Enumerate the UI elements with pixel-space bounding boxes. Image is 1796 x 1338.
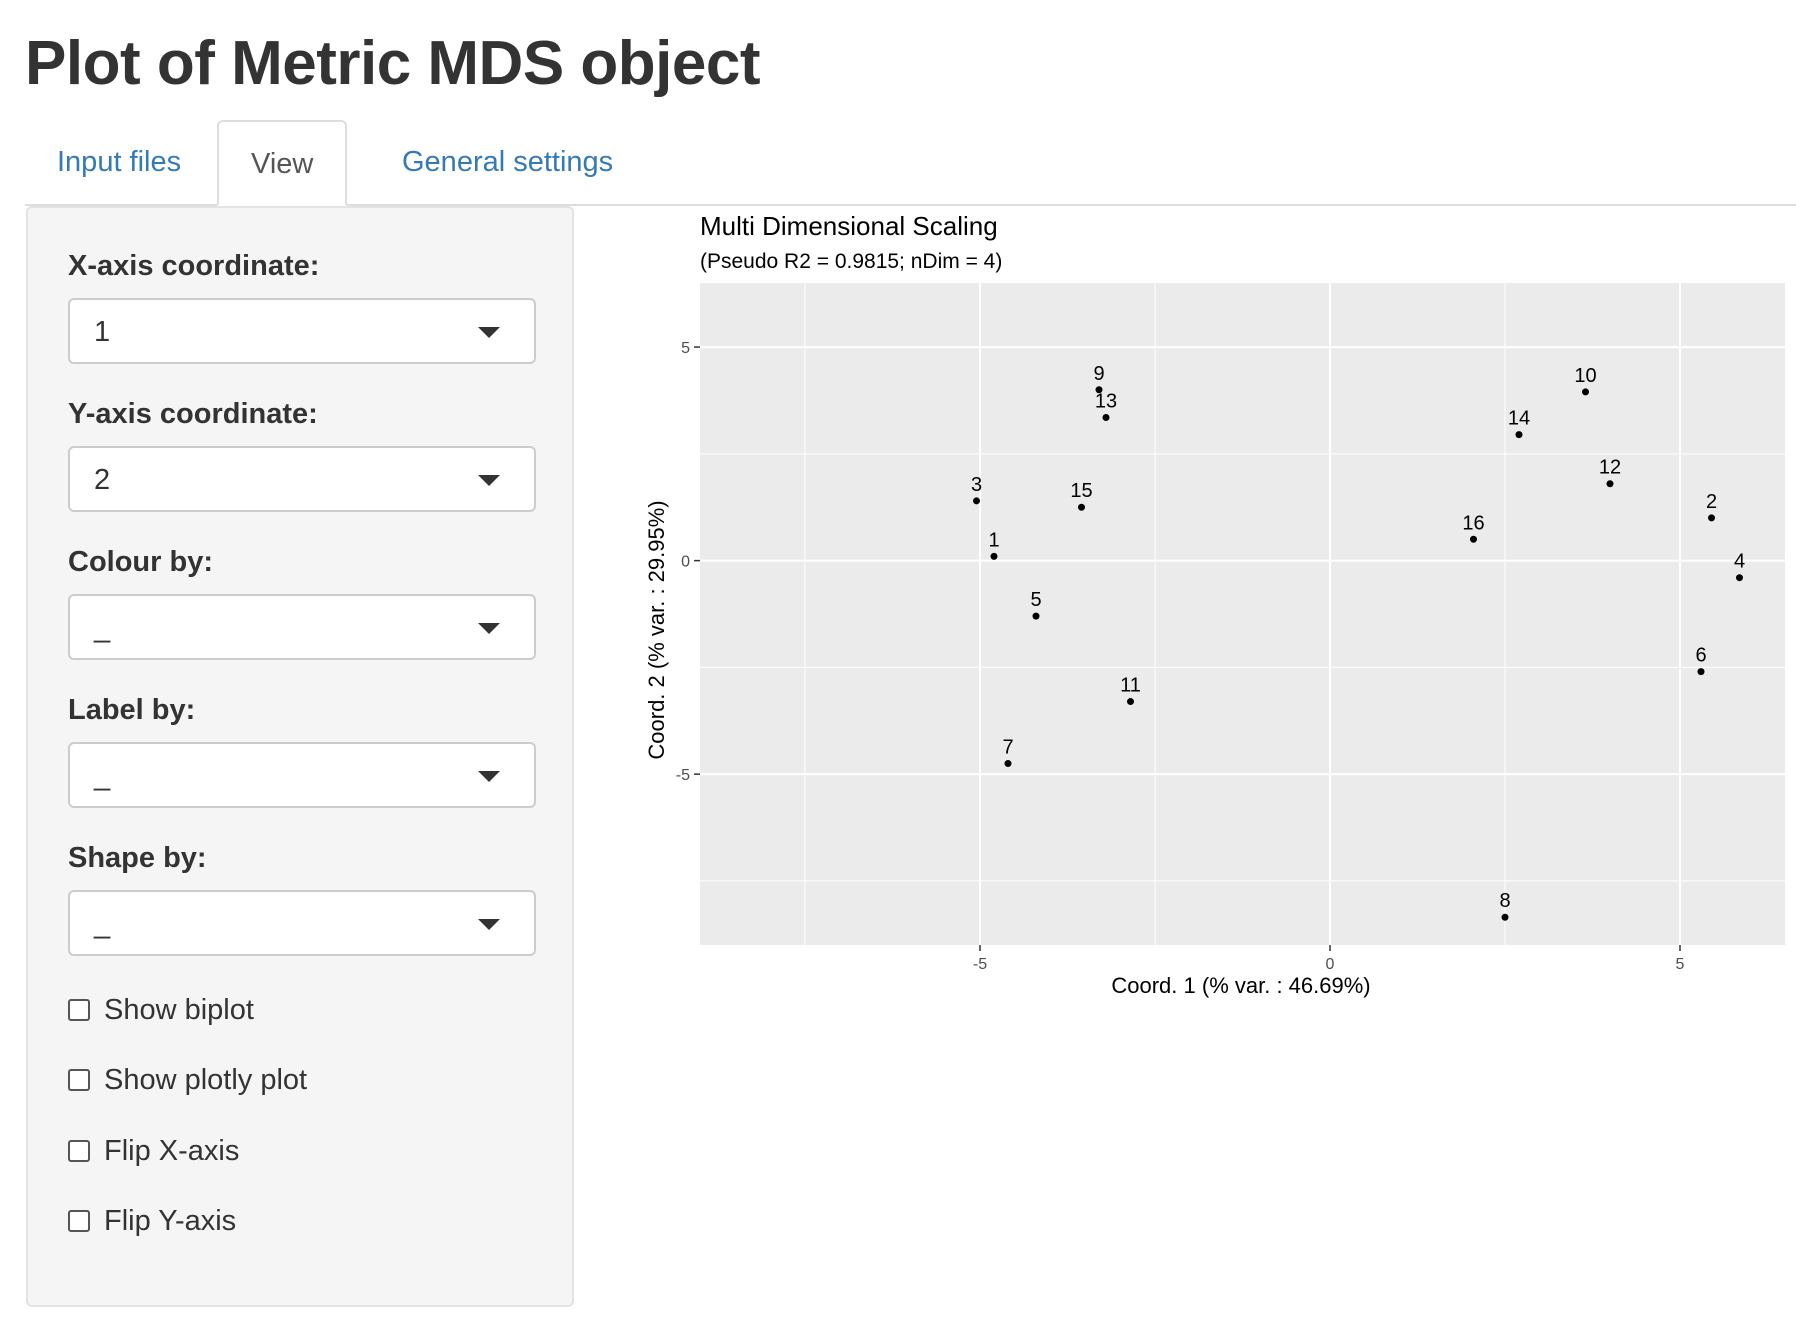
chevron-down-icon	[478, 919, 500, 930]
point-label: 8	[1499, 890, 1510, 912]
chevron-down-icon	[478, 327, 500, 338]
label-by-label: Label by:	[68, 694, 196, 726]
label-by-select[interactable]: _	[68, 742, 536, 808]
tab-view[interactable]: View	[217, 120, 348, 206]
chart-title: Multi Dimensional Scaling	[700, 211, 998, 241]
data-point	[990, 552, 998, 560]
y-axis-label: Y-axis coordinate:	[68, 398, 318, 430]
chart-subtitle: (Pseudo R2 = 0.9815; nDim = 4)	[700, 250, 1002, 273]
flip-x-axis-checkbox[interactable]: Flip X-axis	[68, 1131, 239, 1171]
flip-y-axis-checkbox[interactable]: Flip Y-axis	[68, 1201, 236, 1241]
checkbox-box[interactable]	[68, 1140, 90, 1162]
checkbox-box[interactable]	[68, 1210, 90, 1232]
grid-layer	[700, 283, 1785, 945]
tab-general-settings[interactable]: General settings	[402, 146, 614, 178]
x-axis-select[interactable]: 1	[68, 298, 536, 364]
label-by-select-value: _	[94, 760, 111, 792]
shape-by-select-value: _	[94, 908, 111, 940]
point-label: 14	[1508, 408, 1530, 430]
point-label: 16	[1462, 512, 1484, 534]
point-label: 15	[1070, 480, 1092, 502]
colour-by-select-value: _	[94, 612, 111, 644]
shape-by-label: Shape by:	[68, 842, 207, 874]
point-label: 10	[1574, 365, 1596, 387]
show-plotly-label: Show plotly plot	[104, 1063, 308, 1096]
x-axis-label: X-axis coordinate:	[68, 250, 320, 282]
y-tick-label: 0	[681, 554, 690, 571]
point-label: 12	[1599, 457, 1621, 479]
data-point	[1736, 574, 1743, 582]
data-point	[1004, 759, 1012, 767]
tab-bar: Input files View General settings	[25, 120, 1796, 206]
y-axis-select[interactable]: 2	[68, 446, 536, 512]
point-label: 3	[971, 474, 982, 496]
axis-layer: -5 0 5 -5 0 5	[676, 340, 1685, 973]
colour-by-select[interactable]: _	[68, 594, 536, 660]
chevron-down-icon	[478, 475, 500, 486]
point-label: 6	[1695, 645, 1706, 667]
data-point	[1102, 414, 1110, 422]
data-point	[1515, 431, 1523, 439]
point-label: 1	[988, 529, 999, 551]
data-point	[1470, 535, 1477, 543]
data-point	[1501, 913, 1509, 921]
data-point	[1127, 698, 1134, 706]
plot-panel	[700, 283, 1785, 945]
chevron-down-icon	[478, 771, 500, 782]
data-point	[1606, 480, 1614, 488]
y-tick-label: 5	[681, 340, 690, 357]
flip-y-axis-label: Flip Y-axis	[104, 1204, 237, 1237]
tab-input-files[interactable]: Input files	[57, 146, 182, 178]
data-point	[1032, 612, 1040, 620]
x-tick-label: -5	[973, 956, 987, 973]
point-label: 5	[1030, 589, 1041, 611]
point-label: 2	[1706, 491, 1717, 513]
x-tick-label: 5	[1676, 956, 1685, 973]
show-plotly-checkbox[interactable]: Show plotly plot	[68, 1060, 307, 1100]
checkbox-box[interactable]	[68, 1069, 90, 1091]
x-axis-title: Coord. 1 (% var. : 46.69%)	[1111, 973, 1370, 998]
shape-by-select[interactable]: _	[68, 890, 536, 956]
point-label: 9	[1093, 363, 1104, 385]
x-axis-select-value: 1	[94, 316, 111, 348]
point-label: 4	[1734, 551, 1745, 573]
data-point	[1095, 386, 1103, 394]
chevron-down-icon	[478, 623, 500, 634]
page-title: Plot of Metric MDS object	[25, 29, 760, 98]
show-biplot-checkbox[interactable]: Show biplot	[68, 990, 254, 1030]
point-label: 13	[1095, 391, 1117, 413]
data-point	[1078, 503, 1085, 511]
data-point	[1697, 668, 1705, 676]
y-axis-select-value: 2	[94, 464, 111, 496]
y-tick-label: -5	[676, 767, 690, 784]
data-point	[973, 497, 980, 505]
point-label: 11	[1120, 675, 1141, 697]
checkbox-box[interactable]	[68, 999, 90, 1021]
data-point	[1582, 388, 1589, 396]
show-biplot-label: Show biplot	[104, 993, 254, 1026]
point-label: 7	[1002, 736, 1013, 758]
x-tick-label: 0	[1326, 956, 1335, 973]
sidebar-panel: X-axis coordinate: 1 Y-axis coordinate: …	[26, 206, 574, 1307]
y-axis-title: Coord. 2 (% var. : 29.95%)	[644, 500, 669, 759]
colour-by-label: Colour by:	[68, 546, 213, 578]
data-point	[1708, 514, 1715, 522]
flip-x-axis-label: Flip X-axis	[104, 1134, 240, 1167]
